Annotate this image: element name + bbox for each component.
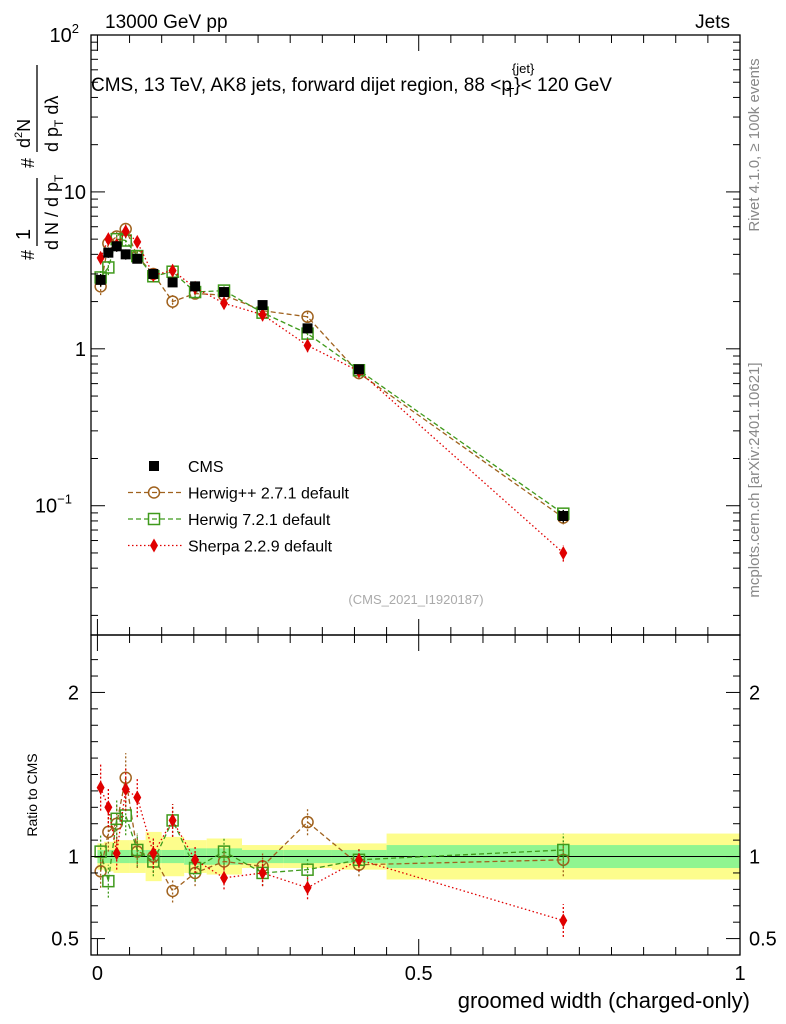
x-tick-label: 1 (734, 963, 745, 985)
energy-label: 13000 GeV pp (105, 12, 228, 33)
x-tick-label: 0 (92, 963, 103, 985)
ratio-y-tick-label: 2 (749, 682, 760, 704)
herwig7-point (110, 812, 123, 826)
main-y-tick-label: 10 (64, 182, 86, 204)
ratio-y-tick-label: 2 (68, 682, 79, 704)
legend-label: Herwig 7.2.1 default (188, 512, 331, 529)
analysis-id-label: (CMS_2021_I1920187) (348, 592, 483, 607)
data-point (219, 287, 230, 298)
herwigpp-point (301, 310, 314, 324)
data-point (148, 268, 159, 279)
data-point (353, 364, 364, 375)
sherpa-point (121, 782, 130, 797)
legend-label: Sherpa 2.2.9 default (188, 539, 333, 556)
svg-text:#: # (18, 158, 38, 168)
main-y-tick-label: 10−1 (35, 492, 72, 518)
legend: CMS Herwig++ 2.7.1 default Herwig 7.2.1 de… (128, 459, 350, 556)
svg-text:d2N: d2N (13, 119, 34, 148)
herwig7-point (102, 874, 115, 888)
herwigpp-point (147, 486, 161, 499)
tick-exponent: −1 (57, 492, 72, 507)
sherpa-point (121, 224, 130, 239)
source-label: mcplots.cern.ch [arXiv:2401.10621] (746, 362, 763, 597)
data-point (558, 511, 569, 522)
sherpa-point (220, 296, 229, 311)
data-point (190, 281, 201, 292)
herwig7-point (131, 843, 144, 857)
sherpa-point (104, 800, 113, 815)
category-label: Jets (695, 12, 730, 33)
sherpa-point (150, 538, 158, 553)
herwigpp-point (166, 295, 179, 308)
sherpa-point (96, 250, 105, 265)
legend-label: CMS (188, 459, 224, 476)
herwig7-point (147, 512, 161, 526)
ratio-y-tick-label: 1 (68, 847, 79, 869)
sherpa-point (559, 545, 568, 560)
herwigpp-point (166, 884, 179, 898)
ratio-y-axis-title: Ratio to CMS (24, 753, 40, 836)
herwig7-point (102, 261, 115, 274)
main-herwigpp-line (99, 227, 564, 519)
herwig7-point (217, 845, 231, 858)
main-y-tick-label: 102 (50, 21, 79, 47)
sherpa-point (191, 852, 200, 867)
herwig7-point (557, 843, 570, 857)
data-point (95, 274, 106, 285)
data-point (302, 323, 313, 334)
tick-exponent: 2 (72, 21, 79, 36)
legend-label: Herwig++ 2.7.1 default (188, 486, 350, 503)
data-point (132, 253, 143, 264)
herwig7-point (301, 863, 314, 876)
sherpa-point (258, 307, 267, 322)
data-point (103, 247, 114, 258)
data-point (167, 277, 178, 288)
data-point (120, 249, 131, 260)
sherpa-point (168, 263, 177, 278)
svg-text:d pT dλ: d pT dλ (42, 96, 66, 152)
panel-frames (90, 34, 741, 956)
data-point (149, 461, 159, 471)
main-y-tick-label: 1 (75, 339, 86, 361)
herwig7-point (94, 845, 107, 858)
data-point (111, 241, 122, 252)
x-tick-label: 0.5 (405, 963, 433, 985)
sherpa-point (168, 813, 177, 828)
sherpa-point (303, 880, 312, 895)
ratio-y-tick-label: 0.5 (749, 929, 777, 951)
ratio-frame (90, 634, 741, 956)
sherpa-point (149, 846, 158, 861)
svg-text:d N / d pT: d N / d pT (42, 174, 66, 250)
sherpa-point (559, 913, 568, 928)
svg-text:#: # (18, 250, 38, 260)
sherpa-point (258, 865, 267, 880)
svg-text:1: 1 (13, 229, 35, 240)
ratio-y-tick-label: 0.5 (51, 929, 79, 951)
series-layer (94, 222, 570, 937)
data-point (257, 300, 268, 311)
sherpa-point (220, 870, 229, 885)
sherpa-point (133, 790, 142, 805)
sherpa-point (112, 846, 121, 861)
main-title: CMS, 13 TeV, AK8 jets, forward dijet reg… (91, 61, 612, 100)
ratio-y-tick-label: 1 (749, 847, 760, 869)
sherpa-point (303, 338, 312, 353)
sherpa-point (104, 232, 113, 247)
sherpa-point (96, 780, 105, 795)
rivet-version-label: Rivet 4.1.0, ≥ 100k events (746, 58, 763, 231)
x-axis-title: groomed width (charged-only) (458, 988, 750, 1013)
main-y-axis-title: # 1 d N / d pT # d2N d pT dλ (13, 65, 66, 260)
herwigpp-point (301, 815, 314, 829)
sherpa-point (133, 234, 142, 249)
sherpa-point (354, 852, 363, 867)
